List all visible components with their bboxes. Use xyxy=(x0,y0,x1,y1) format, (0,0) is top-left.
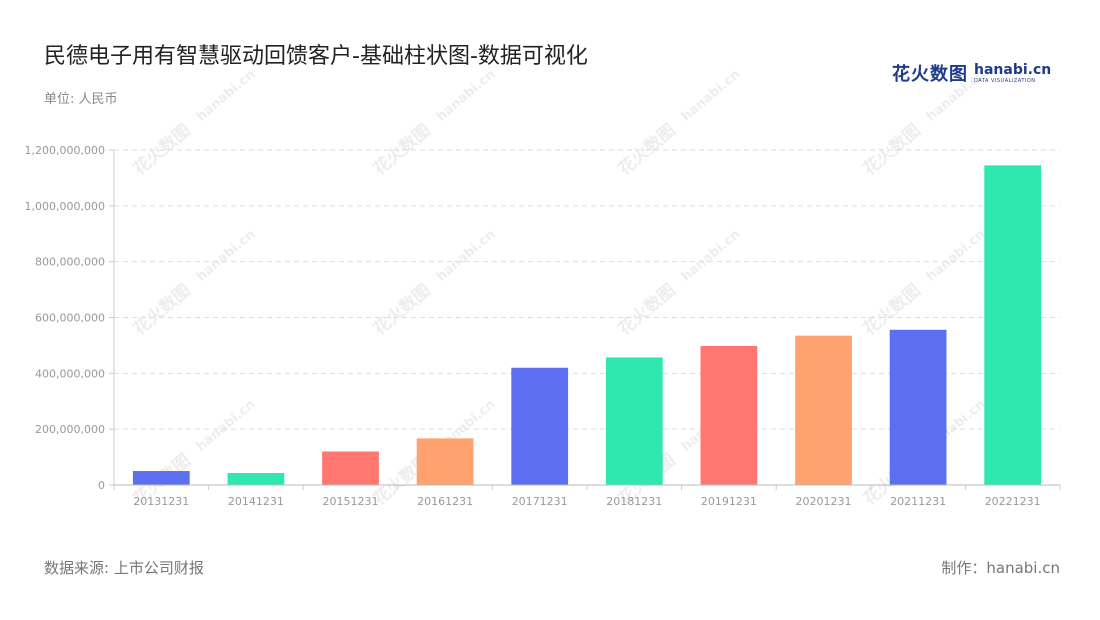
svg-text:花火数图: 花火数图 xyxy=(129,280,195,340)
y-tick-label: 1,200,000,000 xyxy=(25,144,105,157)
svg-text:花火数图: 花火数图 xyxy=(369,280,435,340)
y-tick-label: 200,000,000 xyxy=(35,423,105,436)
svg-text:hanabi.cn: hanabi.cn xyxy=(194,397,259,455)
bar-20141231 xyxy=(227,472,285,485)
y-tick-label: 1,000,000,000 xyxy=(25,200,105,213)
y-tick-label: 800,000,000 xyxy=(35,256,105,269)
x-tick-label: 20211231 xyxy=(890,495,946,508)
svg-text:hanabi.cn: hanabi.cn xyxy=(679,67,744,125)
bar-20191231 xyxy=(700,345,758,485)
x-axis: 20131231 20141231 20151231 20161231 20171231… xyxy=(113,484,1061,508)
logo-en-block: hanabi.cn DATA VISUALIZATION xyxy=(974,63,1051,84)
x-tick-label: 20171231 xyxy=(512,495,568,508)
svg-text:花火数图: 花火数图 xyxy=(614,280,680,340)
x-tick-label: 20191231 xyxy=(701,495,757,508)
x-tick-label: 20181231 xyxy=(606,495,662,508)
chart-title: 民德电子用有智慧驱动回馈客户-基础柱状图-数据可视化 xyxy=(44,44,588,69)
y-axis: 0 200,000,000 400,000,000 600,000,000 800,00… xyxy=(25,144,115,492)
bars-layer xyxy=(132,165,1042,485)
svg-text:hanabi.cn: hanabi.cn xyxy=(194,227,259,285)
data-source: 数据来源: 上市公司财报 xyxy=(44,559,204,577)
logo-en-text: hanabi.cn xyxy=(974,61,1052,78)
x-tick-label: 20221231 xyxy=(985,495,1041,508)
svg-text:hanabi.cn: hanabi.cn xyxy=(924,227,989,285)
logo-sub-text: DATA VISUALIZATION xyxy=(974,77,1036,84)
unit-label: 单位: 人民币 xyxy=(44,92,118,107)
y-tick-label: 400,000,000 xyxy=(35,367,105,380)
bar-20151231 xyxy=(322,451,379,485)
svg-text:hanabi.cn: hanabi.cn xyxy=(434,227,499,285)
x-tick-label: 20161231 xyxy=(417,495,473,508)
x-tick-label: 20201231 xyxy=(796,495,852,508)
svg-text:hanabi.cn: hanabi.cn xyxy=(434,67,499,125)
bar-20211231 xyxy=(889,329,947,485)
x-tick-label: 20141231 xyxy=(228,495,284,508)
bar-20201231 xyxy=(795,335,852,485)
svg-text:hanabi.cn: hanabi.cn xyxy=(924,67,989,125)
y-tick-label: 0 xyxy=(98,479,105,492)
bar-20181231 xyxy=(605,357,663,485)
grid-lines xyxy=(114,149,1060,430)
bar-20221231 xyxy=(984,165,1042,485)
logo-cn-text: 花火数图 xyxy=(892,64,968,85)
credit-label: 制作：hanabi.cn xyxy=(941,559,1060,577)
svg-text:hanabi.cn: hanabi.cn xyxy=(194,67,259,125)
brand-logo: 花火数图 hanabi.cn DATA VISUALIZATION xyxy=(892,60,1051,86)
bar-20171231 xyxy=(511,367,569,485)
bar-20161231 xyxy=(416,438,474,485)
x-tick-label: 20151231 xyxy=(323,495,379,508)
svg-text:hanabi.cn: hanabi.cn xyxy=(679,227,744,285)
bar-20131231 xyxy=(132,471,190,485)
x-tick-label: 20131231 xyxy=(133,495,189,508)
y-tick-label: 600,000,000 xyxy=(35,312,105,325)
